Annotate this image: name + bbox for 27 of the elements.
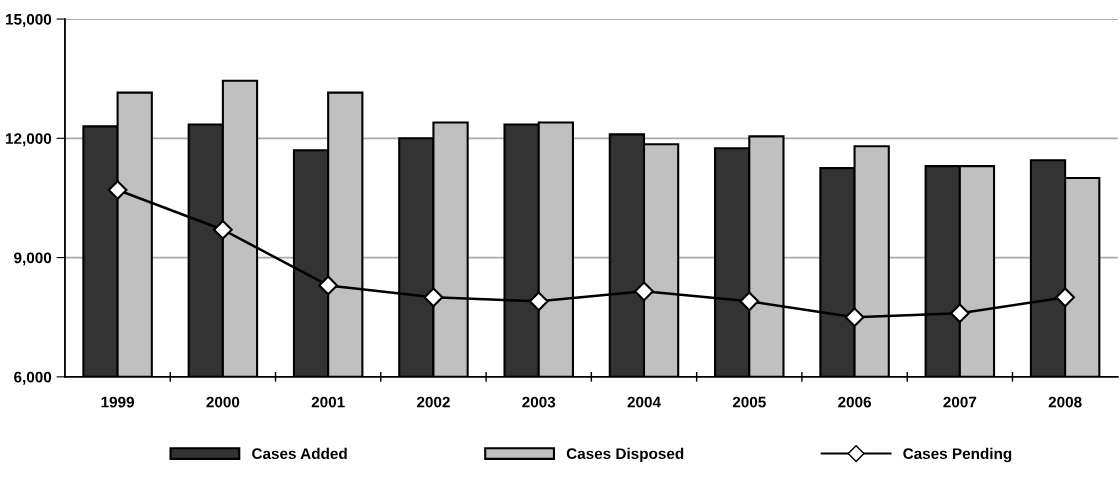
y-tick-label: 12,000 — [6, 133, 52, 147]
x-tick-label: 2006 — [838, 396, 871, 408]
point — [528, 291, 549, 312]
y-tick-label: 9,000 — [14, 252, 52, 266]
legend-label: Cases Pending — [903, 447, 1012, 463]
y-tick-label: 15,000 — [6, 13, 52, 27]
y-tick-label: 6,000 — [14, 371, 52, 385]
x-tick-label: 2002 — [416, 396, 450, 408]
point — [949, 303, 970, 324]
legend-label: Cases Disposed — [566, 447, 684, 463]
legend-label: Cases Added — [252, 447, 347, 460]
x-tick-label: 1999 — [101, 396, 135, 408]
point — [213, 219, 233, 240]
x-tick-label: 2008 — [1048, 396, 1082, 408]
point — [844, 307, 865, 328]
x-tick-label: 2007 — [943, 396, 977, 408]
point — [634, 281, 654, 302]
point — [318, 275, 339, 296]
x-tick-label: 2005 — [732, 396, 766, 408]
point — [423, 287, 444, 308]
x-tick-label: 2001 — [311, 396, 345, 408]
x-tick-label: 2003 — [522, 396, 556, 408]
x-tick-label: 2000 — [206, 396, 240, 408]
x-tick-label: 2004 — [627, 396, 661, 408]
point — [1055, 287, 1075, 308]
point — [739, 291, 760, 312]
point — [107, 180, 128, 200]
